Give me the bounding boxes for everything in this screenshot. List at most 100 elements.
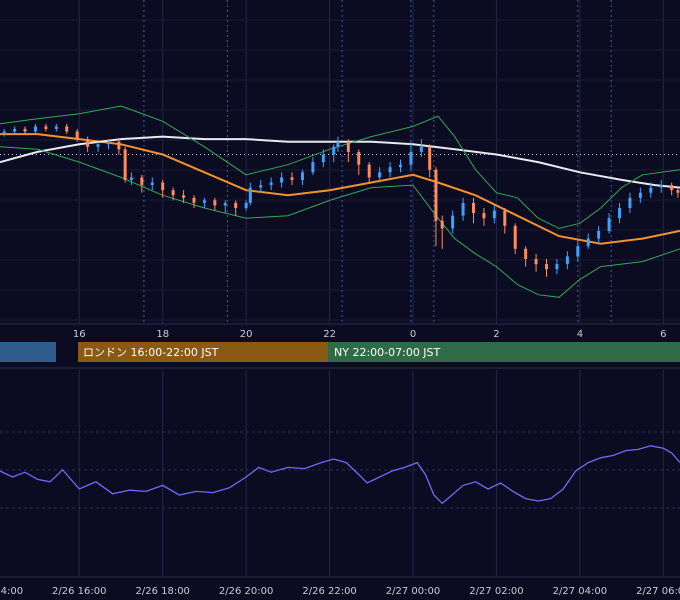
candle-body	[618, 208, 622, 219]
candle-body	[202, 200, 206, 203]
candle-body	[428, 146, 432, 170]
osc-x-tick-label: 2/26 20:00	[219, 586, 273, 597]
candle-body	[638, 192, 642, 198]
candle-body	[524, 248, 528, 259]
osc-x-tick-label: 2/26 22:00	[302, 586, 356, 597]
session-ny[interactable]	[328, 342, 680, 362]
candle-body	[492, 210, 496, 219]
oscillator-panel[interactable]: 2/26 14:00 2/26 16:00 2/26 18:00 2/26 20:00…	[0, 370, 680, 597]
osc-x-tick-label: 2/27 04:00	[553, 586, 607, 597]
candle-body	[545, 264, 549, 270]
candle-body	[65, 126, 69, 132]
candle-body	[311, 162, 315, 173]
candle-body	[555, 264, 559, 270]
oscillator-x-axis: 2/26 14:00 2/26 16:00 2/26 18:00 2/26 20:00…	[0, 586, 680, 597]
osc-x-tick-label: 2/26 18:00	[135, 586, 189, 597]
candle-body	[597, 230, 601, 239]
candle-body	[649, 187, 653, 193]
session-bar: ロンドン 16:00-22:00 JST NY 22:00-07:00 JST	[0, 342, 680, 362]
candle-body	[75, 131, 79, 140]
candle-body	[140, 177, 144, 186]
price-x-tick-label: 0	[410, 329, 416, 340]
candle-body	[290, 177, 294, 180]
candle-body	[300, 172, 304, 180]
candle-body	[106, 141, 110, 145]
candle-body	[357, 151, 361, 165]
oscillator-line	[0, 445, 680, 505]
price-x-tick-label: 16	[73, 329, 86, 340]
candle-body	[534, 259, 538, 265]
candle-body	[388, 167, 392, 173]
osc-series-oscillator	[0, 445, 680, 505]
session-tokyo[interactable]	[0, 342, 56, 362]
candle-body	[670, 185, 674, 191]
candle-body	[244, 202, 248, 208]
candle-body	[161, 182, 165, 191]
candle-body	[248, 187, 252, 203]
candle-body	[346, 141, 350, 152]
candle-body	[213, 200, 217, 206]
candle-body	[192, 197, 196, 203]
candle-body	[150, 182, 154, 186]
price-x-axis: 16 18 20 22 0 2 4 6	[73, 329, 667, 340]
session-london-label: ロンドン 16:00-22:00 JST	[83, 346, 219, 359]
candle-body	[503, 210, 507, 226]
candle-body	[33, 126, 37, 132]
candle-body	[332, 146, 336, 155]
price-panel[interactable]: 16 18 20 22 0 2 4 6	[0, 0, 680, 340]
candle-body	[628, 197, 632, 208]
candle-body	[482, 213, 486, 219]
price-x-tick-label: 6	[660, 329, 666, 340]
candle-body	[586, 238, 590, 247]
osc-x-tick-label: 2/27 06:00	[636, 586, 680, 597]
candle-body	[451, 215, 455, 229]
candle-body	[234, 202, 238, 208]
candle-body	[54, 126, 58, 129]
session-london[interactable]	[78, 342, 328, 362]
candle-body	[182, 195, 186, 198]
candle-body	[419, 146, 423, 152]
overlay-bollinger	[0, 146, 680, 298]
candle-body	[44, 126, 48, 129]
candle-body	[321, 154, 325, 163]
overlay-ma_short	[0, 133, 680, 245]
candle-body	[13, 128, 17, 132]
price-overlays	[0, 105, 680, 298]
oscillator-grid	[0, 370, 680, 578]
session-ny-label: NY 22:00-07:00 JST	[334, 346, 441, 359]
candle-body	[565, 256, 569, 265]
price-x-tick-label: 2	[493, 329, 499, 340]
candle-body	[471, 202, 475, 214]
candle-body	[2, 131, 6, 135]
candle-body	[86, 139, 90, 147]
candle-body	[440, 220, 444, 229]
candle-body	[96, 144, 100, 147]
candle-body	[378, 172, 382, 178]
overlay-ma_long	[0, 135, 680, 189]
osc-x-tick-label: 2/27 02:00	[469, 586, 523, 597]
event-lines	[143, 0, 612, 324]
candle-body	[676, 190, 680, 193]
candle-body	[223, 202, 227, 206]
candles	[2, 123, 680, 277]
price-x-tick-label: 18	[156, 329, 169, 340]
candle-body	[171, 190, 175, 196]
candle-body	[280, 177, 284, 183]
candle-body	[607, 218, 611, 231]
candle-body	[269, 182, 273, 186]
price-x-tick-label: 20	[240, 329, 253, 340]
candle-body	[23, 128, 27, 132]
candle-body	[336, 141, 340, 147]
price-x-tick-label: 4	[577, 329, 583, 340]
price-grid	[0, 0, 680, 325]
overlay-bollinger	[0, 105, 680, 229]
osc-x-tick-label: 2/27 00:00	[386, 586, 440, 597]
candle-body	[129, 177, 133, 180]
candle-body	[513, 225, 517, 249]
osc-x-tick-label: 2/26 16:00	[52, 586, 106, 597]
candle-body	[259, 185, 263, 188]
candle-body	[123, 149, 127, 180]
candle-body	[434, 169, 438, 221]
